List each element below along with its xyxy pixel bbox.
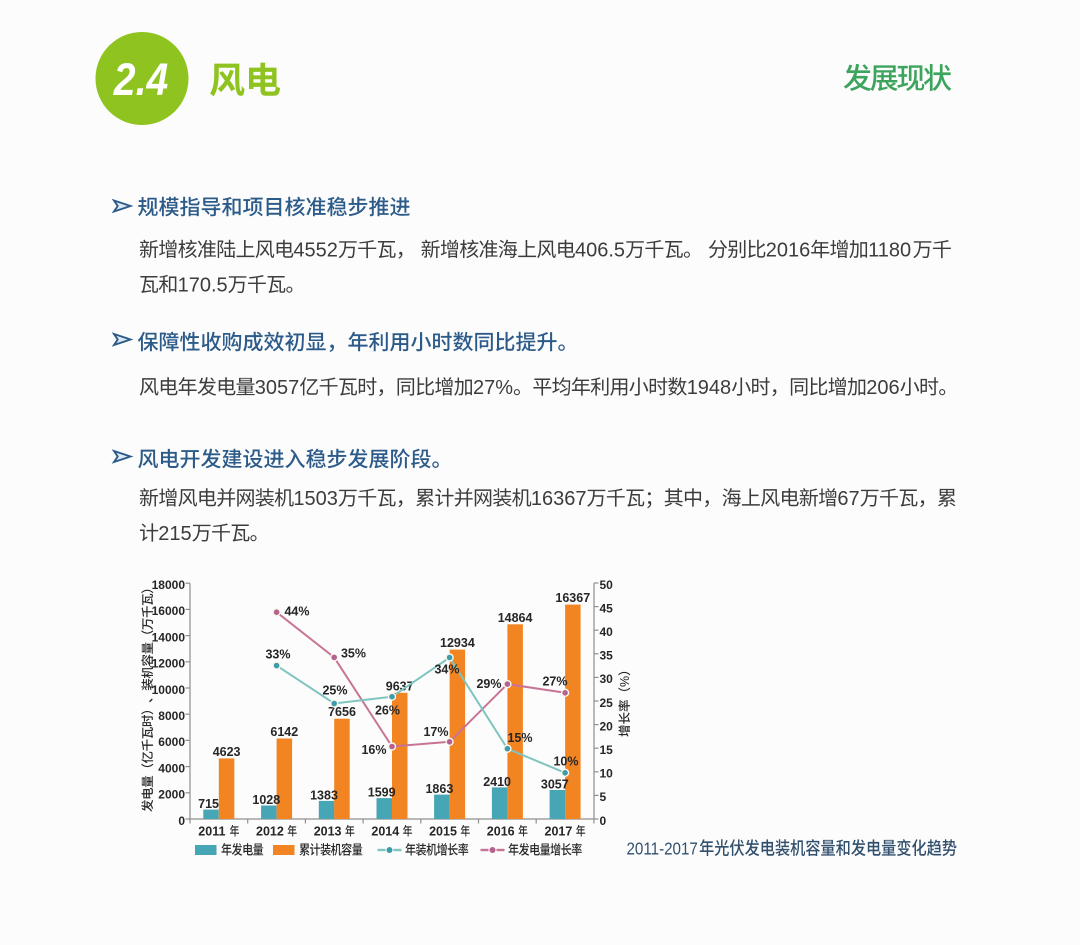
svg-text:7656: 7656: [328, 705, 356, 719]
svg-text:29%: 29%: [476, 677, 501, 691]
svg-text:10%: 10%: [553, 754, 578, 768]
svg-text:16367: 16367: [531, 488, 587, 510]
svg-text:3057: 3057: [541, 778, 569, 792]
svg-text:5: 5: [600, 790, 607, 804]
svg-text:12000: 12000: [152, 657, 186, 671]
svg-text:2.4: 2.4: [113, 54, 168, 104]
svg-text:2017: 2017: [545, 825, 573, 839]
svg-text:6142: 6142: [270, 725, 298, 739]
svg-text:25%: 25%: [322, 683, 347, 697]
svg-text:1503: 1503: [293, 488, 338, 510]
svg-text:9637: 9637: [386, 679, 414, 693]
svg-text:2011-2017: 2011-2017: [627, 838, 698, 859]
svg-text:215: 215: [158, 523, 191, 545]
svg-text:8000: 8000: [158, 709, 185, 723]
svg-text:206: 206: [866, 377, 899, 399]
svg-text:2011: 2011: [198, 825, 225, 839]
svg-text:1599: 1599: [368, 786, 396, 800]
svg-text:14000: 14000: [152, 630, 186, 644]
svg-text:17%: 17%: [423, 725, 448, 739]
svg-text:4623: 4623: [213, 745, 241, 759]
svg-text:27%: 27%: [542, 674, 567, 688]
svg-text:2410: 2410: [483, 775, 511, 789]
svg-text:16367: 16367: [555, 591, 590, 605]
svg-text:27%: 27%: [473, 377, 513, 399]
svg-text:26%: 26%: [375, 703, 400, 717]
svg-text:170.5: 170.5: [178, 275, 228, 297]
svg-text:1948: 1948: [687, 377, 732, 399]
svg-text:44%: 44%: [284, 604, 309, 618]
svg-text:6000: 6000: [158, 735, 185, 749]
svg-text:16000: 16000: [152, 604, 186, 618]
svg-text:35%: 35%: [341, 646, 366, 660]
svg-text:2015: 2015: [429, 825, 457, 839]
svg-text:4552: 4552: [293, 240, 338, 262]
svg-text:67: 67: [837, 488, 859, 510]
svg-text:40: 40: [600, 625, 614, 639]
svg-text:4000: 4000: [158, 761, 185, 775]
svg-text:33%: 33%: [265, 647, 290, 661]
svg-text:2013: 2013: [314, 825, 342, 839]
svg-text:20: 20: [600, 719, 614, 733]
svg-text:1383: 1383: [310, 788, 338, 802]
svg-text:3057: 3057: [255, 377, 299, 399]
svg-text:2012: 2012: [256, 825, 284, 839]
svg-text:15: 15: [600, 743, 614, 757]
svg-text:15%: 15%: [507, 731, 532, 745]
svg-text:14864: 14864: [498, 611, 533, 625]
svg-text:10000: 10000: [152, 683, 186, 697]
svg-text:2000: 2000: [158, 788, 185, 802]
svg-text:18000: 18000: [152, 578, 186, 592]
svg-text:12934: 12934: [440, 636, 475, 650]
svg-text:2014: 2014: [371, 825, 399, 839]
svg-text:1180: 1180: [868, 240, 911, 262]
svg-text:45: 45: [600, 601, 614, 615]
svg-text:30: 30: [600, 672, 614, 686]
svg-text:50: 50: [600, 578, 614, 592]
svg-text:1863: 1863: [425, 782, 453, 796]
svg-text:%: %: [618, 676, 632, 687]
svg-text:715: 715: [198, 797, 219, 811]
svg-text:35: 35: [600, 649, 614, 663]
svg-text:0: 0: [600, 814, 607, 828]
svg-text:10: 10: [600, 767, 614, 781]
svg-text:16%: 16%: [361, 743, 386, 757]
svg-text:2016: 2016: [487, 825, 515, 839]
svg-text:406.5: 406.5: [575, 240, 625, 262]
svg-text:2016: 2016: [766, 240, 811, 262]
svg-text:0: 0: [178, 814, 185, 828]
svg-text:34%: 34%: [434, 662, 459, 676]
svg-text:25: 25: [600, 696, 614, 710]
svg-text:1028: 1028: [252, 793, 280, 807]
